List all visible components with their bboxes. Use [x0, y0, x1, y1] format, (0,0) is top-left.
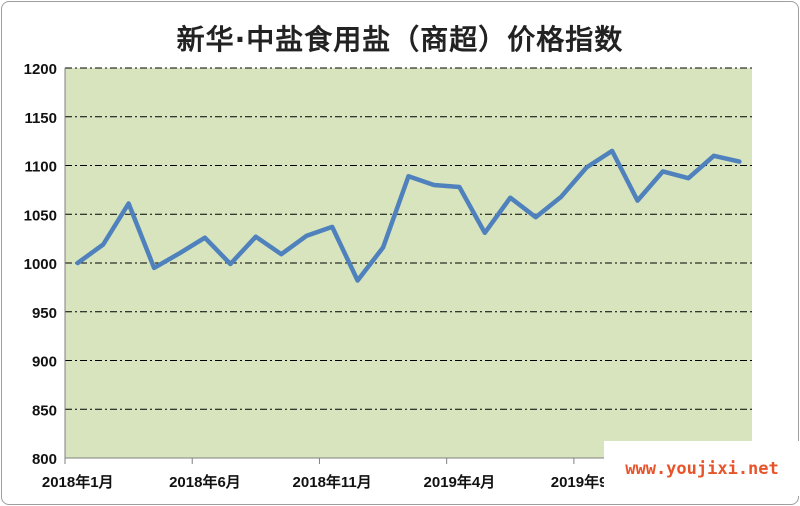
series-line	[75, 148, 742, 283]
chart-title: 新华·中盐食用盐（商超）价格指数	[176, 23, 624, 56]
watermark: www.youjixi.net	[604, 441, 800, 496]
x-tick-label: 2018年11月	[293, 473, 372, 491]
x-tick-label: 2018年6月	[169, 473, 241, 491]
y-tick-label: 1200	[24, 61, 57, 78]
y-tick-label: 1150	[24, 110, 57, 127]
y-tick-label: 950	[32, 305, 57, 322]
y-tick-label: 900	[32, 354, 57, 371]
y-tick-label: 800	[32, 451, 57, 468]
x-tick-label: 2018年1月	[42, 473, 114, 491]
y-tick-label: 850	[32, 402, 57, 419]
y-tick-label: 1100	[24, 159, 57, 176]
y-tick-label: 1050	[24, 207, 57, 224]
x-tick-label: 2019年4月	[424, 473, 496, 491]
plot-area	[65, 68, 752, 458]
y-tick-label: 1000	[24, 256, 57, 273]
